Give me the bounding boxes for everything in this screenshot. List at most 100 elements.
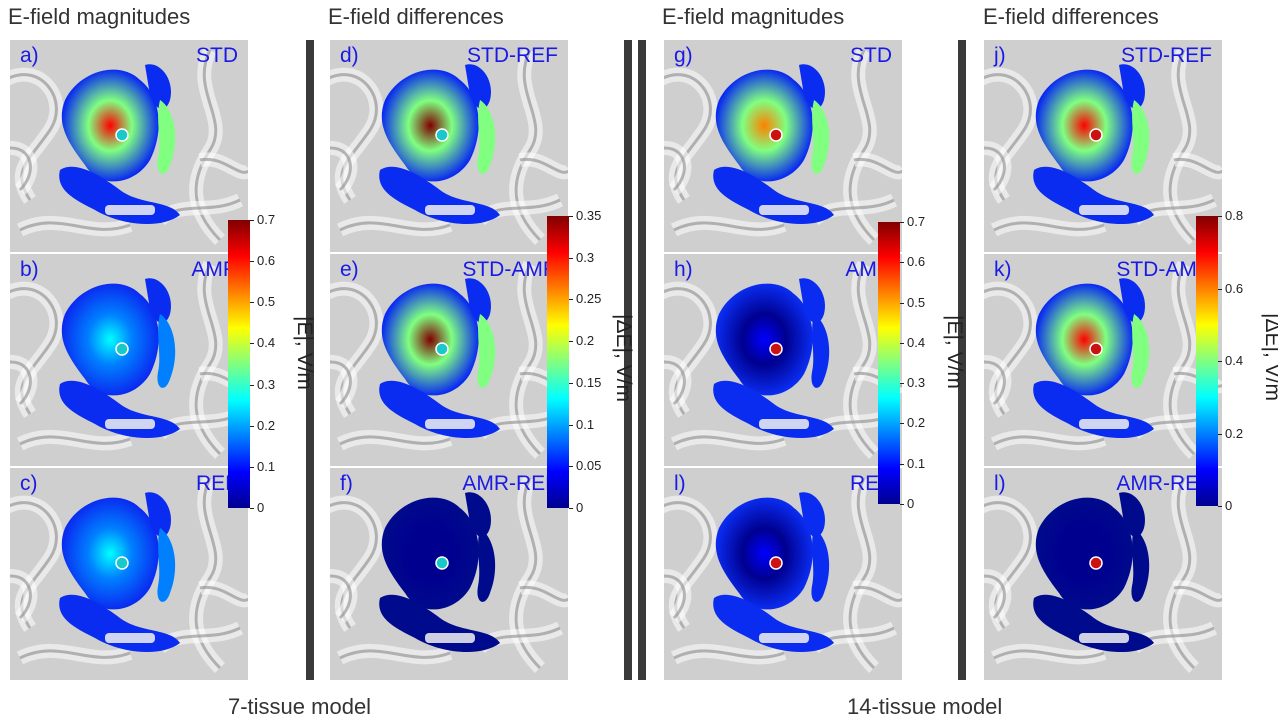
- colorbar-tick-mark: [900, 423, 904, 425]
- panel-9: l) REF: [664, 468, 902, 680]
- panel-tag: AMR-REF: [1116, 472, 1212, 495]
- colorbar-tick-mark: [900, 383, 904, 385]
- panel-label: j): [994, 44, 1006, 67]
- panel-label: a): [20, 44, 39, 67]
- separator-double-bar-left: [624, 40, 632, 680]
- colorbar-tick-label: 0: [576, 500, 584, 515]
- colorbar-tick-label: 0.25: [576, 291, 602, 307]
- panel-tag: STD-REF: [1121, 44, 1212, 67]
- colorbar-tick-label: 0: [907, 496, 915, 511]
- colorbar-tick-label: 0.2: [576, 333, 595, 349]
- colorbar-tick-mark: [250, 343, 254, 345]
- colorbar-tick-mark: [569, 341, 573, 343]
- colorbar-tick-mark: [1218, 216, 1222, 217]
- colorbar-tick-label: 0.1: [576, 416, 595, 432]
- colorbar-2: [547, 216, 569, 508]
- colorbar-tick-label: 0.3: [576, 249, 595, 265]
- colorbar-1: [228, 220, 250, 508]
- colorbar-tick-label: 0.35: [576, 208, 602, 223]
- panel-5: e) STD-AMR: [330, 254, 568, 466]
- panel-label: b): [20, 258, 39, 281]
- panel-tag: STD-AMR: [1116, 258, 1212, 281]
- colorbar-tick-label: 0.2: [1225, 425, 1244, 441]
- colorbar-tick-label: 0.15: [576, 374, 602, 390]
- colorbar-tick-label: 0.4: [257, 335, 276, 351]
- colorbar-tick-label: 0: [1225, 498, 1233, 513]
- colorbar-tick-mark: [569, 257, 573, 259]
- colorbar-tick-label: 0.6: [1225, 280, 1244, 296]
- colorbar-4: [1196, 216, 1218, 506]
- panel-8: h) AMR: [664, 254, 902, 466]
- separator-bar: [306, 40, 314, 680]
- colorbar-tick-label: 0.05: [576, 458, 602, 474]
- separator-bar: [958, 40, 966, 680]
- colorbar-tick-mark: [569, 424, 573, 426]
- colorbar-tick-label: 0.1: [907, 455, 926, 471]
- panel-11: k) STD-AMR: [984, 254, 1222, 466]
- panel-label: l): [994, 472, 1006, 495]
- panel-tag: STD-REF: [467, 44, 558, 67]
- colorbar-tick-label: 0.2: [907, 415, 926, 431]
- colorbar-tick-mark: [250, 261, 254, 263]
- colorbar-tick-label: 0.3: [257, 376, 276, 392]
- colorbar-title: |ΔE|, V/m: [612, 314, 635, 402]
- header-col4: E-field differences: [983, 4, 1159, 29]
- colorbar-tick-mark: [900, 262, 904, 264]
- colorbar-tick-mark: [250, 508, 254, 509]
- panel-tag: STD: [850, 44, 892, 67]
- panel-2: b) AMR: [10, 254, 248, 466]
- colorbar-tick-label: 0: [257, 500, 265, 515]
- panel-7: g) STD: [664, 40, 902, 252]
- colorbar-tick-mark: [900, 222, 904, 223]
- panel-12: l) AMR-REF: [984, 468, 1222, 680]
- colorbar-tick-mark: [1218, 288, 1222, 290]
- colorbar-tick-mark: [569, 299, 573, 301]
- panel-label: l): [674, 472, 686, 495]
- header-col2: E-field differences: [328, 4, 504, 29]
- colorbar-tick-label: 0.1: [257, 458, 276, 474]
- header-col3: E-field magnitudes: [662, 4, 845, 29]
- colorbar-tick-mark: [250, 302, 254, 304]
- colorbar-tick-label: 0.2: [257, 417, 276, 433]
- colorbar-title: |E|, V/m: [943, 315, 966, 389]
- panel-tag: AMR: [191, 258, 238, 281]
- colorbar-tick-mark: [569, 508, 573, 509]
- colorbar-tick-label: 0.8: [1225, 208, 1244, 223]
- colorbar-tick-mark: [900, 504, 904, 505]
- colorbar-tick-label: 0.5: [907, 294, 926, 310]
- colorbar-tick-mark: [569, 216, 573, 217]
- panel-10: j) STD-REF: [984, 40, 1222, 252]
- panel-label: g): [674, 44, 693, 67]
- panel-6: f) AMR-REF: [330, 468, 568, 680]
- colorbar-tick-mark: [900, 463, 904, 465]
- colorbar-tick-mark: [900, 342, 904, 344]
- panel-1: a) STD: [10, 40, 248, 252]
- panel-label: f): [340, 472, 353, 495]
- panel-label: k): [994, 258, 1012, 281]
- colorbar-tick-mark: [250, 384, 254, 386]
- colorbar-title: |ΔE|, V/m: [1261, 313, 1278, 401]
- footer-14-tissue: 14-tissue model: [847, 694, 1003, 719]
- colorbar-tick-mark: [250, 220, 254, 221]
- colorbar-tick-mark: [900, 302, 904, 304]
- panel-tag: AMR-REF: [462, 472, 558, 495]
- panel-label: h): [674, 258, 693, 281]
- colorbar-tick-label: 0.3: [907, 375, 926, 391]
- colorbar-3: [878, 222, 900, 504]
- panel-tag: REF: [196, 472, 238, 495]
- colorbar-tick-mark: [1218, 433, 1222, 435]
- colorbar-tick-mark: [250, 466, 254, 468]
- colorbar-title: |E|, V/m: [293, 316, 316, 390]
- colorbar-tick-mark: [1218, 361, 1222, 362]
- colorbar-tick-mark: [569, 466, 573, 468]
- colorbar-tick-mark: [250, 425, 254, 427]
- panel-tag: STD: [196, 44, 238, 67]
- panel-label: d): [340, 44, 359, 67]
- panel-label: c): [20, 472, 38, 495]
- colorbar-tick-label: 0.5: [257, 294, 276, 310]
- colorbar-tick-label: 0.6: [257, 253, 276, 269]
- colorbar-tick-mark: [569, 382, 573, 384]
- panel-4: d) STD-REF: [330, 40, 568, 252]
- panel-tag: STD-AMR: [462, 258, 558, 281]
- colorbar-tick-label: 0.4: [1225, 353, 1244, 368]
